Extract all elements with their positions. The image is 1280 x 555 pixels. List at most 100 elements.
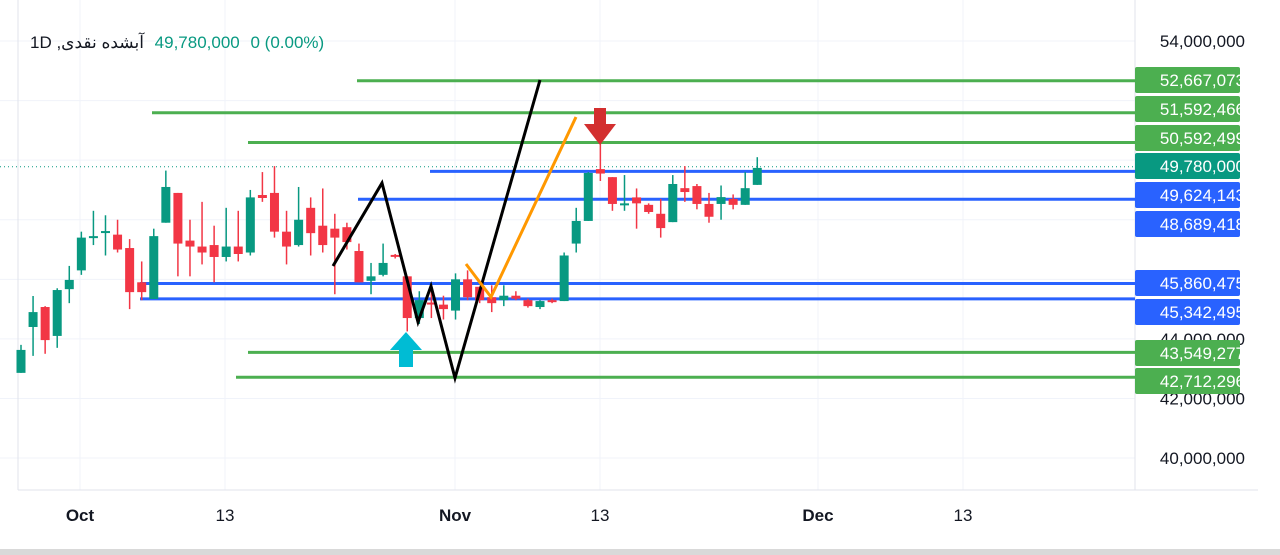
y-tick-label: 40,000,000 [1160, 449, 1245, 468]
candle [269, 166, 279, 238]
candle-body [113, 234, 123, 250]
candle-body [752, 167, 762, 185]
candle-body [149, 236, 159, 299]
candle [559, 252, 569, 302]
candle-body [414, 300, 424, 319]
price-label-green-bg [1135, 368, 1240, 394]
chart-legend: آبشده نقدی, 1D 49,780,000 0 (0.00%) [30, 33, 324, 53]
candle-body [173, 192, 183, 244]
candle [88, 210, 98, 246]
symbol-label: آبشده نقدی, 1D [30, 33, 144, 52]
candle [728, 194, 738, 210]
candle-body [595, 169, 605, 174]
candle-body [740, 188, 750, 205]
candle [125, 239, 135, 310]
legend-price: 49,780,000 [154, 33, 240, 52]
x-tick-label: Oct [66, 506, 95, 525]
candle [209, 225, 219, 283]
candle-body [438, 304, 448, 310]
candle [752, 157, 762, 185]
candle [64, 265, 74, 304]
candle [282, 210, 292, 265]
candle-body [499, 295, 509, 301]
bottom-toolbar-strip [0, 549, 1280, 555]
candle [100, 215, 110, 256]
price-label-green: 51,592,466 [1160, 100, 1245, 119]
candle [620, 175, 629, 211]
arrow-up-icon [390, 332, 422, 367]
candle-body [583, 172, 593, 221]
candle [306, 197, 316, 256]
candle-body [88, 236, 98, 239]
candle-body [620, 203, 629, 206]
candle-body [487, 297, 497, 304]
candle-body [221, 246, 231, 257]
candle [76, 231, 86, 275]
x-tick-label: 13 [216, 506, 235, 525]
y-tick-label: 54,000,000 [1160, 32, 1245, 51]
candle [463, 270, 473, 301]
candle-body [209, 245, 219, 257]
price-label-green-bg [1135, 67, 1240, 93]
candle-body [704, 203, 714, 217]
candle-body [233, 246, 243, 254]
candle [426, 291, 436, 319]
candle [294, 186, 304, 247]
candle-body [523, 300, 533, 307]
candle-body [463, 279, 473, 298]
arrow-down-icon [584, 108, 616, 145]
candle-body [100, 231, 110, 234]
candle-body [137, 282, 147, 293]
candle [257, 172, 267, 202]
price-label-green: 50,592,499 [1160, 129, 1245, 148]
candle-body [185, 240, 195, 247]
candle-body [559, 255, 569, 302]
candle [499, 285, 509, 307]
candle-body [644, 204, 654, 212]
candle-body [257, 195, 267, 198]
price-label-green-bg [1135, 125, 1240, 151]
orange-trend-drawing [464, 116, 578, 300]
candle [523, 298, 533, 308]
candle-body [40, 307, 50, 341]
y-tick-label: 42,000,000 [1160, 389, 1245, 408]
candle [233, 210, 243, 262]
price-label-blue-bg [1135, 211, 1240, 237]
candle [137, 261, 147, 301]
price-label-blue: 45,860,475 [1160, 274, 1245, 293]
candle-body [294, 219, 304, 246]
price-label-blue-bg [1135, 299, 1240, 325]
price-label-green: 43,549,277 [1160, 344, 1245, 363]
candle-body [64, 279, 74, 290]
price-label-green-bg [1135, 340, 1240, 366]
current-price-label-bg [1135, 153, 1240, 179]
candle [692, 183, 702, 210]
candle [173, 192, 183, 277]
candle [149, 228, 159, 299]
candle [607, 177, 617, 211]
candle [511, 291, 521, 301]
candle-body [535, 301, 545, 308]
candle [28, 296, 38, 356]
candle [366, 262, 376, 295]
candle-body [571, 220, 581, 244]
candle [668, 175, 678, 223]
candle-body [547, 300, 557, 303]
candle-body [511, 295, 521, 299]
candle [716, 185, 726, 220]
candle-body [330, 228, 340, 238]
candle-body [716, 197, 726, 204]
price-label-green: 42,712,296 [1160, 372, 1245, 391]
zigzag-drawing [331, 79, 542, 384]
candle [354, 243, 364, 283]
candle-body [76, 237, 86, 271]
candle-body [378, 262, 388, 275]
candle-body [366, 276, 376, 281]
candle-body [402, 276, 412, 319]
candle [547, 298, 557, 304]
candle-body [692, 186, 702, 204]
candle-body [282, 231, 292, 247]
candle [390, 253, 400, 259]
candle-body [125, 248, 135, 293]
